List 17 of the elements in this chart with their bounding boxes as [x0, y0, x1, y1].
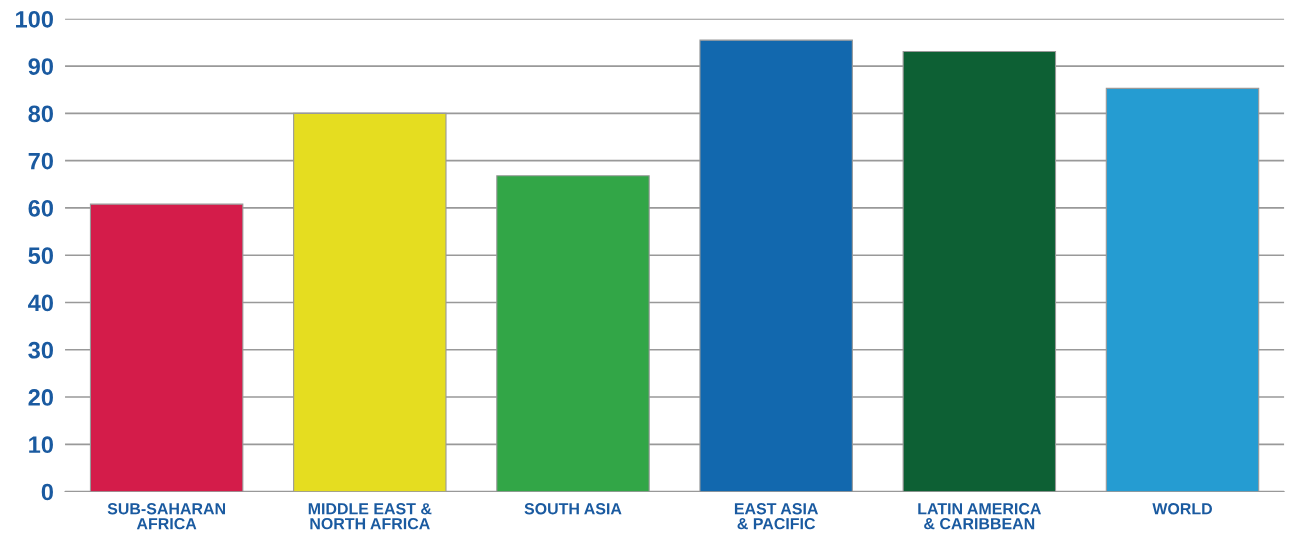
x-tick-label: SOUTH ASIA: [524, 503, 622, 515]
y-tick-label: 100: [16, 10, 53, 28]
x-tick-label: WORLD: [1152, 503, 1212, 515]
y-tick-label: 60: [28, 200, 53, 217]
x-tick-label: EAST ASIA & PACIFIC: [734, 503, 819, 530]
y-tick-label: 50: [28, 247, 53, 264]
y-tick-label: 40: [28, 294, 53, 312]
y-tick-label: 80: [28, 105, 53, 123]
y-tick-label: 0: [41, 483, 53, 501]
y-tick-label: 90: [28, 58, 53, 75]
y-tick-label: 30: [28, 341, 53, 359]
x-tick-label: LATIN AMERICA & CARIBBEAN: [918, 503, 1042, 530]
y-tick-label: 10: [29, 436, 53, 454]
y-tick-label: 20: [28, 389, 53, 406]
x-tick-label: SUB-SAHARAN AFRICA: [107, 503, 226, 530]
y-tick-label: 70: [28, 152, 53, 170]
x-tick-label: MIDDLE EAST & NORTH AFRICA: [308, 503, 432, 530]
